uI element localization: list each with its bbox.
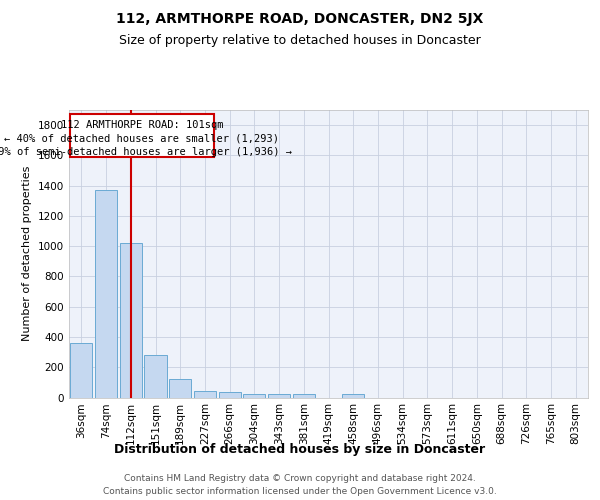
Bar	[70, 343, 92, 398]
Bar	[70, 114, 214, 157]
Bar	[95, 190, 117, 398]
Bar	[342, 394, 364, 398]
Text: 112, ARMTHORPE ROAD, DONCASTER, DN2 5JX: 112, ARMTHORPE ROAD, DONCASTER, DN2 5JX	[116, 12, 484, 26]
Text: Distribution of detached houses by size in Doncaster: Distribution of detached houses by size …	[115, 442, 485, 456]
Y-axis label: Number of detached properties: Number of detached properties	[22, 166, 32, 342]
Text: Contains HM Land Registry data © Crown copyright and database right 2024.: Contains HM Land Registry data © Crown c…	[124, 474, 476, 483]
Text: Contains public sector information licensed under the Open Government Licence v3: Contains public sector information licen…	[103, 488, 497, 496]
Bar	[194, 390, 216, 398]
Bar	[119, 243, 142, 398]
Bar	[145, 355, 167, 398]
Bar	[268, 394, 290, 398]
Text: Size of property relative to detached houses in Doncaster: Size of property relative to detached ho…	[119, 34, 481, 47]
Bar	[293, 394, 315, 398]
Bar	[218, 392, 241, 398]
Text: 112 ARMTHORPE ROAD: 101sqm: 112 ARMTHORPE ROAD: 101sqm	[61, 120, 223, 130]
Bar	[169, 378, 191, 398]
Text: ← 40% of detached houses are smaller (1,293): ← 40% of detached houses are smaller (1,…	[4, 134, 280, 143]
Bar	[243, 394, 265, 398]
Text: 59% of semi-detached houses are larger (1,936) →: 59% of semi-detached houses are larger (…	[0, 147, 292, 157]
